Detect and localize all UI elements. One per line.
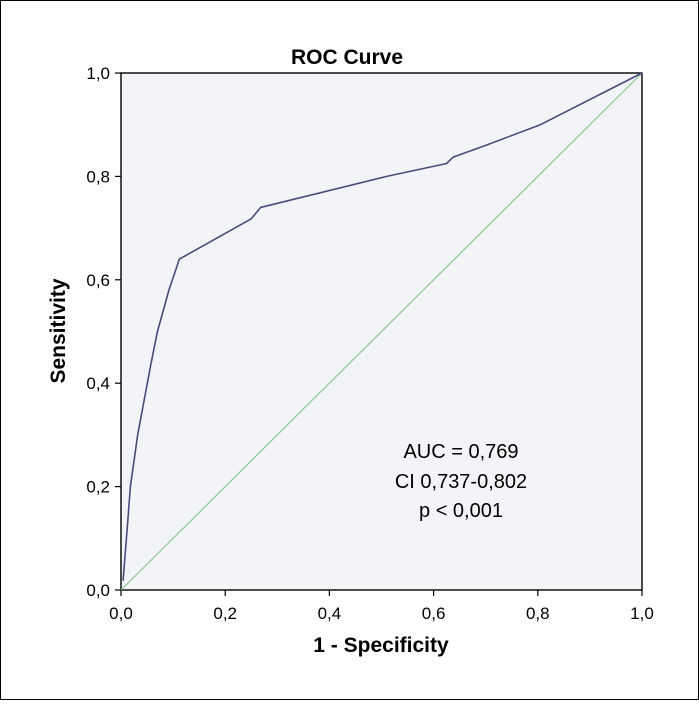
y-tick-label: 1,0 (86, 64, 110, 83)
x-tick-label: 0,6 (422, 604, 446, 623)
roc-curve-line (122, 72, 643, 581)
x-axis-title: 1 - Specificity (313, 634, 449, 657)
x-tick-label: 0,4 (318, 604, 342, 623)
y-tick-label: 0,2 (86, 478, 110, 497)
y-tick-label: 0,6 (86, 271, 110, 290)
y-tick-label: 0,8 (86, 167, 110, 186)
p-value-annotation: p < 0,001 (419, 500, 503, 522)
y-axis-title: Sensitivity (47, 278, 70, 383)
ci-annotation: CI 0,737-0,802 (395, 471, 527, 493)
x-tick-label: 1,0 (630, 604, 654, 623)
axes-layer: 0,0 0,2 0,4 0,6 0,8 1,0 0,0 0,2 0,4 0,6 0,8 1,0 (86, 64, 653, 623)
x-tick-label: 0,0 (109, 604, 133, 623)
auc-annotation: AUC = 0,769 (403, 441, 518, 463)
x-tick-label: 0,8 (526, 604, 550, 623)
series-layer (120, 72, 643, 591)
y-tick-label: 0,4 (86, 374, 110, 393)
x-tick-label: 0,2 (213, 604, 237, 623)
reference-diagonal-line (120, 72, 643, 591)
y-tick-label: 0,0 (86, 581, 110, 600)
chart-title: ROC Curve (291, 46, 403, 69)
